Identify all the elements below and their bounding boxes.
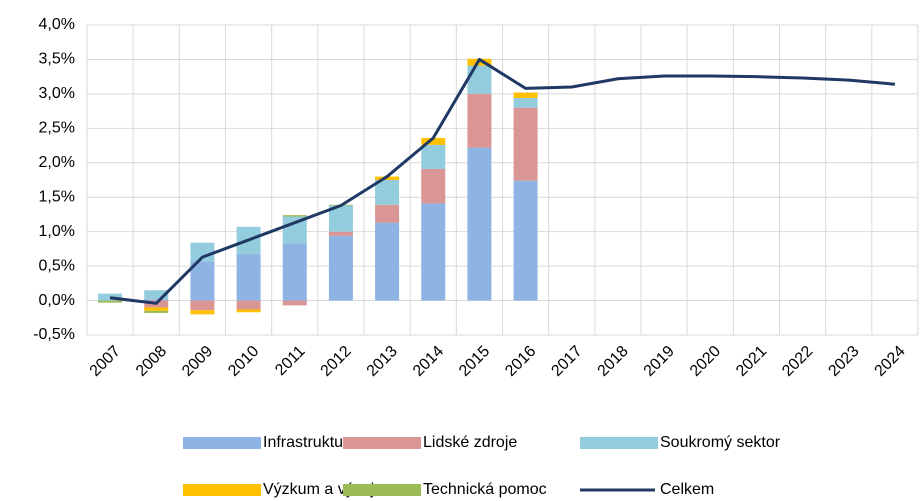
- bar-segment: [513, 107, 538, 181]
- y-tick-label: 1,5%: [39, 188, 75, 205]
- x-tick-label: 2021: [733, 343, 770, 380]
- y-tick-label: 2,0%: [39, 154, 75, 171]
- bar-segment: [144, 307, 169, 311]
- legend-swatch: [343, 437, 421, 449]
- x-tick-label: 2007: [87, 343, 124, 380]
- y-tick-label: 4,0%: [39, 16, 75, 33]
- bar-segment: [421, 168, 446, 204]
- x-tick-label: 2018: [595, 343, 632, 380]
- bar-segment: [282, 243, 307, 301]
- bar-segment: [467, 65, 492, 94]
- bar-segment: [375, 180, 400, 205]
- bar-segment: [421, 203, 446, 301]
- x-tick-label: 2024: [872, 343, 909, 380]
- bar-segment: [328, 231, 353, 236]
- bar-segment: [467, 93, 492, 148]
- x-tick-label: 2017: [548, 343, 585, 380]
- legend-swatch: [580, 437, 658, 449]
- legend-swatch: [183, 437, 261, 449]
- bar-segment: [144, 299, 169, 301]
- bar-segment: [467, 147, 492, 301]
- legend-swatch: [183, 484, 261, 496]
- legend-swatch: [343, 484, 421, 496]
- y-tick-label: 3,0%: [39, 85, 75, 102]
- bar-segment: [98, 293, 123, 301]
- bar-segment: [421, 137, 446, 145]
- legend-label: Technická pomoc: [423, 481, 547, 498]
- x-tick-label: 2015: [456, 343, 493, 380]
- legend-label: Celkem: [660, 481, 714, 498]
- bar-segment: [513, 98, 538, 108]
- bar-segment: [282, 300, 307, 306]
- bar-segment: [190, 242, 215, 262]
- bar-segment: [144, 290, 169, 300]
- y-tick-label: 3,5%: [39, 51, 75, 68]
- bar-segment: [236, 309, 261, 313]
- x-tick-label: 2010: [225, 343, 262, 380]
- x-tick-label: 2013: [364, 343, 401, 380]
- bar-segment: [282, 215, 307, 217]
- bar-segment: [190, 300, 215, 311]
- bar-segment: [421, 144, 446, 169]
- x-tick-label: 2012: [318, 343, 355, 380]
- legend-label: Lidské zdroje: [423, 434, 517, 451]
- x-tick-label: 2019: [641, 343, 678, 380]
- x-tick-label: 2023: [825, 343, 862, 380]
- y-tick-label: 1,0%: [39, 223, 75, 240]
- bar-segment: [236, 300, 261, 310]
- bar-segment: [190, 310, 215, 315]
- x-tick-label: 2016: [502, 343, 539, 380]
- y-tick-label: 0,0%: [39, 292, 75, 309]
- x-tick-label: 2014: [410, 343, 447, 380]
- y-tick-label: 0,5%: [39, 257, 75, 274]
- bar-segment: [328, 235, 353, 301]
- legend-label: Infrastruktura: [263, 434, 357, 451]
- bar-segment: [190, 261, 215, 301]
- x-tick-label: 2022: [779, 343, 816, 380]
- bar-segment: [513, 180, 538, 301]
- bar-segment: [375, 222, 400, 301]
- bar-segment: [513, 92, 538, 99]
- bar-segment: [375, 204, 400, 223]
- x-tick-label: 2020: [687, 343, 724, 380]
- line-series: [109, 57, 896, 305]
- x-tick-label: 2009: [179, 343, 216, 380]
- x-tick-label: 2008: [133, 343, 170, 380]
- y-tick-label: -0,5%: [33, 326, 75, 343]
- bar-segment: [144, 310, 169, 313]
- y-tick-label: 2,5%: [39, 120, 75, 137]
- legend-label: Soukromý sektor: [660, 434, 781, 451]
- bar-segment: [98, 300, 123, 303]
- x-tick-label: 2011: [272, 343, 308, 379]
- bar-segment: [236, 253, 261, 301]
